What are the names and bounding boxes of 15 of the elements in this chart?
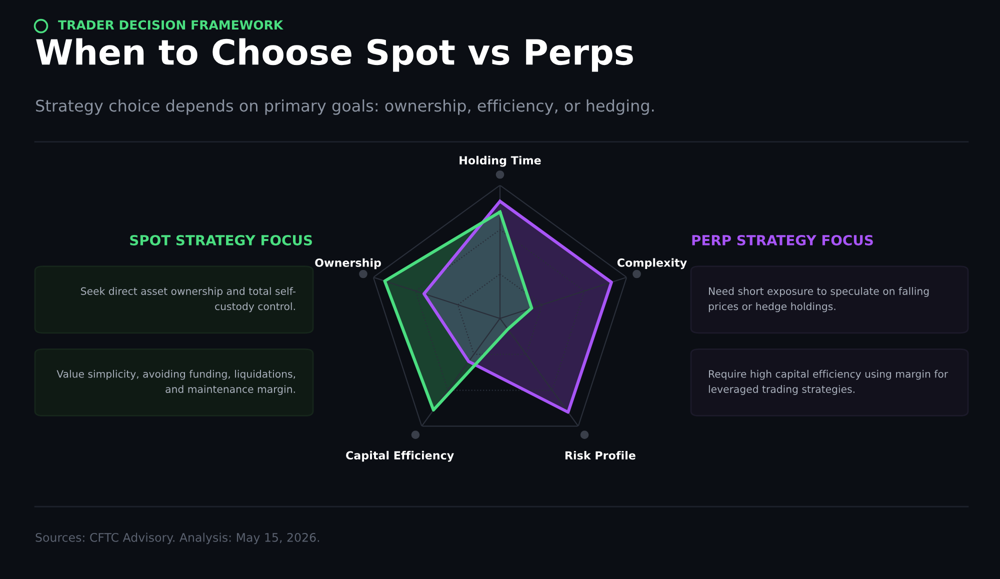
spoke-label: Holding Time bbox=[460, 156, 541, 167]
text: Seek direct asset ownership and total self- custody control. bbox=[81, 287, 296, 312]
text: TRADER DECISION FRAMEWORK bbox=[58, 20, 284, 30]
spoke-label: Complexity bbox=[617, 258, 687, 270]
chart-subtitle: Strategy choice depends on primary goals: ownership, efficiency, or hedging. bbox=[36, 99, 654, 115]
text: Value simplicity, avoiding funding, liquidations, and maintenance margin. bbox=[56, 370, 296, 395]
chart-title: When to Choose Spot vs Perps bbox=[36, 38, 633, 72]
text: Need short exposure to speculate on falling prices or hedge holdings. bbox=[708, 287, 929, 312]
text: SPOT STRATEGY FOCUS bbox=[130, 234, 312, 246]
text: PERP STRATEGY FOCUS bbox=[692, 234, 873, 246]
spoke-label: Risk Profile bbox=[565, 450, 636, 460]
spoke-label: Capital Efficiency bbox=[346, 450, 454, 462]
text: Require high capital efficiency using margin for leveraged trading strategies. bbox=[708, 370, 948, 395]
source-note: Sources: CFTC Advisory. Analysis: May 15, 2026. bbox=[36, 532, 320, 544]
spoke-label: Ownership bbox=[315, 258, 381, 270]
